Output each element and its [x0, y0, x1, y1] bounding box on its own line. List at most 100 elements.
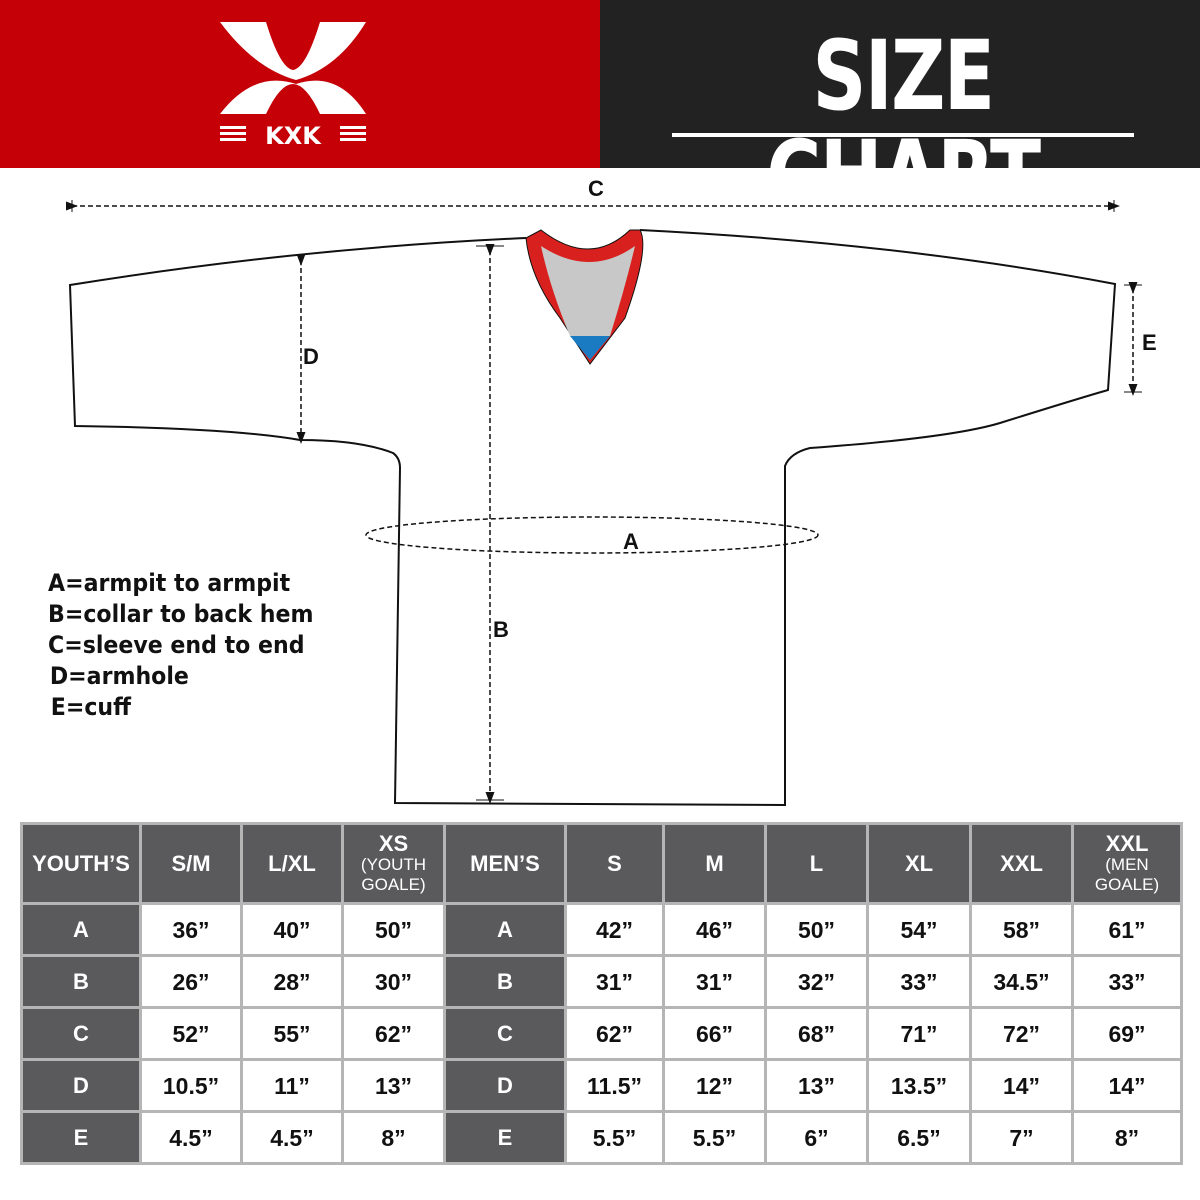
- row-label: D: [443, 1058, 567, 1113]
- value-cell: 52”: [139, 1006, 243, 1061]
- value-cell: 10.5”: [139, 1058, 243, 1113]
- cell-text: 62”: [374, 1020, 413, 1047]
- label-d: D: [303, 344, 319, 369]
- cell-text: S: [607, 850, 622, 876]
- cell-text: XL: [904, 850, 934, 876]
- cell-text: 13”: [797, 1072, 836, 1099]
- value-cell: 42”: [564, 902, 665, 957]
- cell-text: 34.5”: [993, 968, 1050, 995]
- cell-text: 61”: [1108, 916, 1146, 943]
- cell-text: 72”: [1002, 1020, 1041, 1047]
- cell-text: YOUTH’S: [32, 850, 130, 876]
- cell-text: 55”: [273, 1020, 311, 1047]
- row-label: D: [20, 1058, 142, 1113]
- value-cell: 6”: [764, 1110, 869, 1165]
- collar-tag: [570, 336, 610, 360]
- cell-text: S/M: [171, 850, 211, 876]
- cell-text: 40”: [273, 916, 311, 943]
- cell-text: 12”: [695, 1072, 734, 1099]
- cell-text: 11”: [274, 1072, 310, 1099]
- cell-text: L: [809, 850, 824, 876]
- label-b: B: [493, 617, 509, 642]
- table-row: D 10.5” 11” 13” D 11.5” 12” 13” 13.5” 14” 14”: [20, 1058, 1183, 1113]
- cell-text: 14”: [1108, 1072, 1146, 1099]
- value-cell: 31”: [564, 954, 665, 1009]
- value-cell: 14”: [969, 1058, 1074, 1113]
- value-cell: 31”: [662, 954, 767, 1009]
- size-column-header: L: [764, 822, 869, 905]
- cell-text: 32”: [797, 968, 836, 995]
- title-underline: [672, 133, 1134, 137]
- cell-text: 4.5”: [270, 1124, 314, 1151]
- cell-text: D: [497, 1072, 513, 1098]
- value-cell: 72”: [969, 1006, 1074, 1061]
- value-cell: 8”: [1071, 1110, 1183, 1165]
- table-row: E 4.5” 4.5” 8” E 5.5” 5.5” 6” 6.5” 7” 8”: [20, 1110, 1183, 1165]
- value-cell: 4.5”: [139, 1110, 243, 1165]
- collar-inner: [541, 246, 635, 336]
- value-cell: 26”: [139, 954, 243, 1009]
- cell-text: L/XL: [268, 850, 316, 876]
- value-cell: 8”: [341, 1110, 446, 1165]
- value-cell: 54”: [866, 902, 972, 957]
- size-column-header: XXL: [969, 822, 1074, 905]
- value-cell: 36”: [139, 902, 243, 957]
- cell-text: 5.5”: [692, 1124, 737, 1151]
- legend-item: E=cuff: [50, 693, 132, 721]
- size-column-header: L/XL: [240, 822, 344, 905]
- value-cell: 13”: [764, 1058, 869, 1113]
- value-cell: 13”: [341, 1058, 446, 1113]
- cell-text: 7”: [1009, 1124, 1034, 1151]
- value-cell: 50”: [341, 902, 446, 957]
- size-column-header: S/M: [139, 822, 243, 905]
- value-cell: 40”: [240, 902, 344, 957]
- cell-text: XS: [378, 830, 409, 856]
- cell-text: 13”: [374, 1072, 413, 1099]
- cell-text: 6”: [804, 1124, 829, 1151]
- cell-text: 28”: [273, 968, 311, 995]
- value-cell: 46”: [662, 902, 767, 957]
- cell-text: MEN’S: [470, 850, 540, 876]
- cell-subtext: (MEN GOALE): [1094, 854, 1160, 894]
- value-cell: 12”: [662, 1058, 767, 1113]
- size-column-header: XS (YOUTH GOALE): [341, 822, 446, 905]
- cell-text: 50”: [374, 916, 413, 943]
- value-cell: 71”: [866, 1006, 972, 1061]
- cell-text: 11.5”: [587, 1072, 642, 1099]
- cell-text: E: [73, 1124, 89, 1150]
- cell-text: XXL: [1105, 830, 1149, 856]
- value-cell: 58”: [969, 902, 1074, 957]
- legend-item: A=armpit to armpit: [48, 569, 291, 597]
- cell-text: E: [497, 1124, 513, 1150]
- measurement-legend: A=armpit to armpit B=collar to back hem …: [48, 568, 337, 723]
- cell-text: D: [73, 1072, 89, 1098]
- youth-header: YOUTH’S: [20, 822, 142, 905]
- cell-text: B: [73, 968, 89, 994]
- value-cell: 55”: [240, 1006, 344, 1061]
- cell-text: 69”: [1108, 1020, 1146, 1047]
- value-cell: 50”: [764, 902, 869, 957]
- cell-text: 58”: [1002, 916, 1041, 943]
- jersey-outline: [68, 229, 1117, 807]
- cell-text: 31”: [695, 968, 734, 995]
- size-table: YOUTH’S S/M L/XL XS (YOUTH GOALE) MEN’S S M L XL X…: [20, 822, 1183, 1165]
- value-cell: 6.5”: [866, 1110, 972, 1165]
- cell-text: 62”: [595, 1020, 634, 1047]
- table-header-row: YOUTH’S S/M L/XL XS (YOUTH GOALE) MEN’S S M L XL X…: [20, 822, 1183, 905]
- value-cell: 4.5”: [240, 1110, 344, 1165]
- cell-text: 46”: [695, 916, 734, 943]
- cell-subtext: (YOUTH GOALE): [360, 854, 427, 894]
- row-label: A: [20, 902, 142, 957]
- size-column-header: S: [564, 822, 665, 905]
- cell-text: 4.5”: [169, 1124, 213, 1151]
- logo-text: KXK: [265, 122, 322, 148]
- label-c: C: [588, 176, 604, 201]
- size-column-header: XL: [866, 822, 972, 905]
- row-label: A: [443, 902, 567, 957]
- value-cell: 5.5”: [564, 1110, 665, 1165]
- cell-text: 36”: [172, 916, 210, 943]
- cell-text: M: [705, 850, 724, 876]
- value-cell: 32”: [764, 954, 869, 1009]
- value-cell: 11”: [240, 1058, 344, 1113]
- cell-text: 54”: [900, 916, 938, 943]
